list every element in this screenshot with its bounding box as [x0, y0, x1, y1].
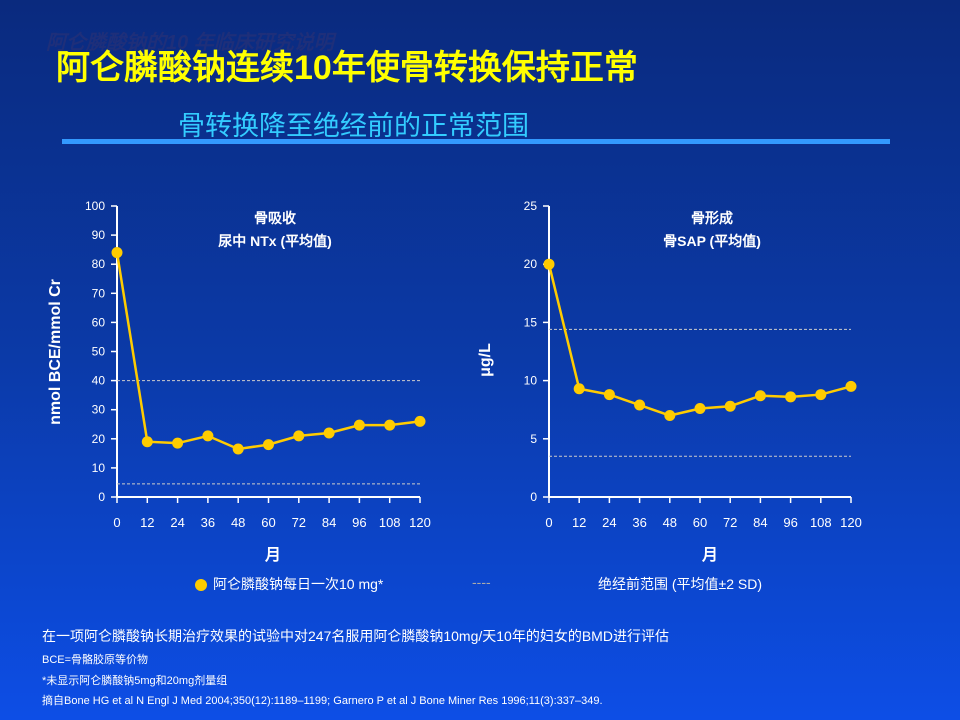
y-axis-label: μg/L	[477, 343, 494, 377]
data-point	[293, 430, 305, 442]
y-axis-label: nmol BCE/mmol Cr	[47, 279, 64, 425]
x-tick-label: 0	[113, 515, 120, 530]
chart-subtitle: 骨SAP (平均值)	[663, 233, 761, 249]
y-tick-label: 50	[92, 345, 106, 359]
x-tick-label: 72	[292, 515, 306, 530]
chart-subtitle: 尿中 NTx (平均值)	[218, 233, 332, 249]
data-point	[172, 437, 184, 449]
y-tick-label: 40	[92, 374, 106, 388]
x-tick-label: 24	[170, 515, 184, 530]
x-axis-label: 月	[264, 546, 281, 564]
legend-range-symbol: ----	[472, 574, 491, 590]
x-tick-label: 72	[723, 515, 737, 530]
y-tick-label: 20	[524, 257, 538, 271]
y-tick-label: 80	[92, 257, 106, 271]
data-point	[845, 380, 857, 392]
data-point	[353, 419, 365, 431]
x-tick-label: 120	[409, 515, 431, 530]
chart-title: 骨形成	[691, 210, 733, 226]
x-tick-label: 24	[602, 515, 616, 530]
x-tick-label: 84	[753, 515, 767, 530]
x-tick-label: 108	[810, 515, 832, 530]
data-point	[634, 399, 646, 411]
x-tick-label: 12	[572, 515, 586, 530]
slide-subtitle: 骨转换降至绝经前的正常范围	[178, 111, 529, 141]
data-point	[414, 415, 426, 427]
data-point	[232, 443, 244, 455]
y-tick-label: 15	[524, 315, 538, 329]
series-line	[547, 263, 852, 417]
x-tick-label: 36	[201, 515, 215, 530]
footnote: 在一项阿仑膦酸钠长期治疗效果的试验中对247名服用阿仑膦酸钠10mg/天10年的…	[42, 628, 669, 644]
y-tick-label: 10	[92, 461, 106, 475]
footnote: BCE=骨骼胶原等价物	[42, 654, 149, 666]
legend-series-label: 阿仑膦酸钠每日一次10 mg*	[213, 576, 384, 592]
y-tick-label: 90	[92, 228, 106, 242]
data-point	[141, 436, 153, 448]
divider	[62, 139, 890, 144]
y-tick-label: 5	[530, 432, 537, 446]
footnote: 摘自Bone HG et al N Engl J Med 2004;350(12…	[42, 695, 603, 707]
data-point	[815, 389, 827, 401]
x-tick-label: 36	[632, 515, 646, 530]
data-point	[543, 258, 555, 270]
data-point	[111, 247, 123, 259]
data-point	[384, 419, 396, 431]
x-tick-label: 108	[379, 515, 401, 530]
legend-dot-icon	[195, 579, 207, 591]
data-point	[263, 439, 274, 451]
legend-range-label: 绝经前范围 (平均值±2 SD)	[598, 576, 763, 592]
data-point	[603, 389, 615, 401]
data-point	[202, 430, 214, 442]
x-tick-label: 48	[663, 515, 677, 530]
y-tick-label: 0	[98, 490, 105, 504]
x-tick-label: 120	[840, 515, 862, 530]
x-tick-label: 96	[783, 515, 797, 530]
y-tick-label: 25	[524, 199, 538, 213]
y-tick-label: 70	[92, 286, 106, 300]
y-tick-label: 30	[92, 403, 106, 417]
x-tick-label: 60	[693, 515, 707, 530]
data-point	[754, 390, 766, 402]
legend-series: 阿仑膦酸钠每日一次10 mg*	[195, 574, 383, 594]
data-point	[694, 403, 706, 415]
footnote: *未显示阿仑膦酸钠5mg和20mg剂量组	[42, 675, 228, 687]
x-tick-label: 48	[231, 515, 245, 530]
x-axis-label: 月	[701, 546, 718, 564]
y-tick-label: 60	[92, 315, 106, 329]
y-tick-label: 100	[85, 199, 105, 213]
data-point	[785, 391, 797, 403]
series-line	[115, 252, 421, 451]
y-tick-label: 10	[524, 374, 538, 388]
data-point	[724, 400, 736, 412]
chart-title: 骨吸收	[254, 210, 297, 226]
x-tick-label: 0	[545, 515, 552, 530]
slide-title: 阿仑膦酸钠连续10年使骨转换保持正常	[56, 49, 638, 87]
x-tick-label: 60	[261, 515, 275, 530]
data-point	[573, 383, 585, 395]
x-tick-label: 12	[140, 515, 154, 530]
y-tick-label: 20	[92, 432, 106, 446]
data-point	[664, 410, 676, 422]
x-tick-label: 84	[322, 515, 336, 530]
ghost-title: 阿仑膦酸钠的10 年临床研究说明	[46, 32, 334, 54]
y-tick-label: 0	[530, 490, 537, 504]
x-tick-label: 96	[352, 515, 366, 530]
data-point	[323, 427, 335, 439]
